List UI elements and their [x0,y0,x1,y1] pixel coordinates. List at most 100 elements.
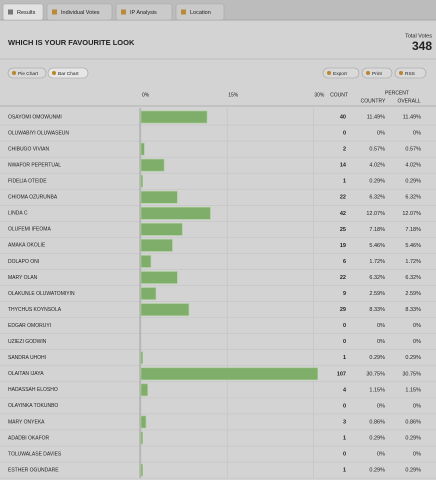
option-name: OLAYINKA TOKUNBO [8,403,58,409]
tab-icon [52,9,57,15]
tab-label[interactable]: Results [17,10,36,16]
x-tick-label: 0% [142,92,150,98]
view-button[interactable] [7,67,47,79]
option-name: TOLUWALASE DAVIES [8,451,62,457]
overall-percent: 0.29% [405,435,421,441]
vote-count: 2 [343,147,346,153]
overall-percent: 6.32% [405,195,421,201]
option-name: AMAKA OKOLIE [8,243,46,249]
country-percent: 1.15% [369,387,385,393]
bar [140,255,152,268]
bar [140,207,211,220]
view-button-icon [12,71,16,75]
overall-percent: 0% [413,339,421,345]
vote-count: 40 [340,114,346,120]
country-percent: 6.32% [369,195,385,201]
tab[interactable] [46,3,113,21]
overall-percent: 30.75% [402,371,421,377]
tab[interactable] [115,3,173,21]
x-tick-label: 30% [314,92,325,98]
overall-percent: 0% [413,403,421,409]
option-name: HADASSAH ELOSHO [8,387,58,393]
vote-count: 29 [340,307,346,313]
vote-count: 3 [343,419,346,425]
country-percent: 4.02% [369,163,385,169]
view-button-label[interactable]: Bar Chart [58,71,79,77]
option-name: ADADBI OKAFOR [8,435,50,441]
action-button[interactable] [322,67,360,79]
option-name: ESTHER OGUNDARE [8,467,59,473]
option-name: NWAFOR PEPERTUAL [8,162,61,168]
vote-count: 0 [343,131,346,137]
option-name: OLUFEMI IFEOMA [8,227,51,233]
vote-count: 107 [337,371,346,377]
bar [140,271,178,284]
overall-percent: 7.18% [405,227,421,233]
tab-label[interactable]: Individual Votes [61,10,100,16]
overall-percent: 0.57% [405,147,421,153]
country-percent: 1.72% [369,259,385,265]
overall-percent: 0% [413,323,421,329]
count-header: COUNT [330,92,348,98]
vote-count: 1 [343,179,346,185]
country-percent: 0.86% [369,419,385,425]
country-percent: 0.29% [369,435,385,441]
country-percent: 12.07% [366,211,385,217]
view-button-icon [52,71,56,75]
overall-percent: 12.07% [402,211,421,217]
tab-label[interactable]: Location [190,10,211,16]
poll-title: WHICH IS YOUR FAVOURITE LOOK [8,38,135,47]
country-percent: 5.46% [369,243,385,249]
bar [140,158,165,172]
bar [140,223,183,236]
option-name: CHIBUGO VIVIAN [8,146,50,152]
tab-label[interactable]: IP Analysis [130,10,157,16]
action-button-label[interactable]: Export [333,71,348,77]
vote-count: 1 [343,355,346,361]
country-percent: 0% [377,323,385,329]
bar [140,303,190,316]
vote-count: 9 [343,291,346,297]
overall-percent: 11.49% [403,114,421,120]
bar [140,431,143,445]
bar [140,174,143,188]
action-button[interactable] [361,67,393,79]
view-button-label[interactable]: Pie Chart [18,71,39,77]
overall-percent: 2.59% [405,291,421,297]
overall-percent: 6.32% [405,275,421,281]
action-button-icon [366,71,370,75]
option-name: OSAYOMI OMOWUNMI [8,114,62,120]
country-percent: 30.75% [366,371,385,377]
country-percent: 0% [377,339,385,345]
tab-icon [181,9,186,15]
option-name: MARY OLAN [8,275,38,281]
option-name: OLUWABIYI OLUWASEUN [8,130,69,136]
country-header: COUNTRY [361,98,386,104]
bar [140,351,143,365]
tab[interactable] [2,3,44,21]
tab-icon [8,9,13,15]
country-percent: 0.29% [369,179,385,185]
action-button-label[interactable]: RSS [405,71,415,77]
action-button-label[interactable]: Print [372,71,383,77]
vote-count: 1 [343,435,346,441]
overall-percent: 0.86% [405,419,421,425]
tab[interactable] [175,3,225,21]
country-percent: 0.29% [369,355,385,361]
bar [140,142,145,156]
option-name: FIDELIA OTEIDE [8,179,47,185]
action-button-icon [399,71,403,75]
total-votes-label: Total Votes [405,33,432,39]
bar [140,463,143,477]
overall-percent: 0.29% [405,179,421,185]
action-button[interactable] [394,67,427,79]
overall-percent: 0% [413,131,421,137]
bar [140,239,173,252]
view-button[interactable] [47,67,89,79]
vote-count: 0 [343,323,346,329]
country-percent: 0% [377,403,385,409]
vote-count: 22 [340,275,346,281]
option-name: EDGAR OMORUYI [8,323,51,329]
